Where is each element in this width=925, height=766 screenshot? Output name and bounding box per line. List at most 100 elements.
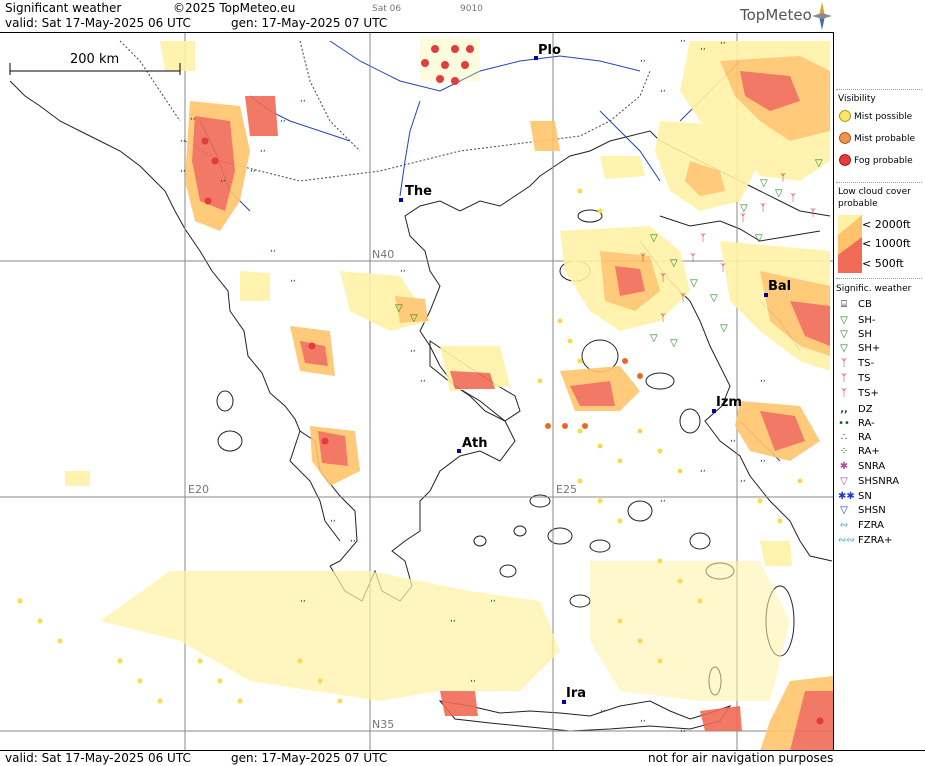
svg-text:,,: ,, <box>420 374 426 384</box>
legend-sh-light: SH- <box>858 315 876 326</box>
city-label-ira: Ira <box>566 686 587 701</box>
svg-text:,,: ,, <box>720 36 726 46</box>
header-bar: Significant weather ©2025 TopMeteo.eu va… <box>0 0 925 32</box>
svg-text:,,: ,, <box>470 674 476 684</box>
legend-ra: RA <box>858 432 872 443</box>
grid-label-n35: N35 <box>372 718 395 731</box>
legend-snra: SNRA <box>858 461 886 472</box>
legend-fzra-heavy: FZRA+ <box>858 535 893 546</box>
svg-text:▽: ▽ <box>670 338 678 349</box>
snow-rain-icon: ✱ <box>839 461 849 472</box>
city-marker-plo <box>534 56 538 60</box>
mist-probable-markers <box>545 358 643 429</box>
city-label-bal: Bal <box>768 279 792 294</box>
fog-probable-icon <box>839 154 851 166</box>
svg-text:ᛉ: ᛉ <box>700 233 706 244</box>
svg-text:ᛉ: ᛉ <box>640 253 646 264</box>
legend-dz: DZ <box>858 404 873 415</box>
legend-sh-heavy: SH+ <box>858 343 881 354</box>
svg-text:ᛉ: ᛉ <box>660 273 666 284</box>
shower-markers: ▽ ▽ ▽ ▽ ▽ ▽ ▽ ▽ ▽ ▽ ▽ ▽ ▽ ▽ <box>395 158 823 349</box>
snow-rain-shower-icon: ▽ <box>840 476 848 487</box>
drizzle-markers: ,,,,,, ,,,,,, ,,,,,, ,,,,,, ,,,,,, ,,,,,… <box>180 34 766 734</box>
rain-icon: ∴ <box>840 432 848 443</box>
low-cloud-legend-swatch <box>838 215 862 273</box>
legend-shsn: SHSN <box>858 505 886 516</box>
svg-text:,,: ,, <box>280 114 286 124</box>
svg-text:,,: ,, <box>450 614 456 624</box>
svg-text:,,: ,, <box>760 454 766 464</box>
low-cloud-areas <box>65 37 833 751</box>
svg-text:,,: ,, <box>700 464 706 474</box>
city-marker-izm <box>712 409 716 413</box>
city-marker-bal <box>764 293 768 297</box>
visibility-legend-icons <box>839 110 851 166</box>
svg-text:,,: ,, <box>330 514 336 524</box>
svg-text:ᛉ: ᛉ <box>810 208 816 219</box>
copyright-text: ©2025 TopMeteo.eu <box>173 1 296 15</box>
svg-text:,,: ,, <box>190 112 196 122</box>
city-label-plo: Plo <box>538 43 561 58</box>
legend-cb: CB <box>858 299 872 310</box>
svg-text:▽: ▽ <box>760 178 768 189</box>
svg-text:,,: ,, <box>700 42 706 52</box>
svg-text:ᛉ: ᛉ <box>690 253 696 264</box>
svg-text:▽: ▽ <box>690 278 698 289</box>
rain-light-icon: •• <box>838 418 850 429</box>
grid-label-e25: E25 <box>556 483 577 496</box>
svg-text:,,: ,, <box>400 264 406 274</box>
city-marker-the <box>399 198 403 202</box>
small-code-label: 9010 <box>460 4 483 14</box>
thunderstorm-markers: ᛉᛉᛉ ᛉᛉᛉ ᛉᛉᛉ ᛉᛉᛉ <box>640 173 816 324</box>
legend-cloud-2000: < 2000ft <box>862 218 911 231</box>
svg-text:,,: ,, <box>250 164 256 174</box>
legend-ts-heavy: TS+ <box>858 388 879 399</box>
svg-text:ᛉ: ᛉ <box>790 193 796 204</box>
svg-text:,,: ,, <box>180 164 186 174</box>
svg-text:,,: ,, <box>680 34 686 44</box>
valid-time: valid: Sat 17-May-2025 06 UTC <box>5 16 191 30</box>
svg-text:▽: ▽ <box>670 258 678 269</box>
shower-heavy-icon: ▽ <box>840 343 848 354</box>
legend-panel: Visibility Mist possible Mist probable F… <box>834 32 925 750</box>
footer-valid-time: valid: Sat 17-May-2025 06 UTC <box>5 751 191 765</box>
svg-text:,,: ,, <box>350 534 356 544</box>
legend-mist-possible: Mist possible <box>854 112 913 122</box>
svg-text:,,: ,, <box>680 724 686 734</box>
legend-ts: TS <box>858 373 871 384</box>
legend-ts-light: TS- <box>858 358 875 369</box>
scale-label: 200 km <box>70 52 120 67</box>
svg-text:▽: ▽ <box>740 203 748 214</box>
low-cloud-legend-title: Low cloud cover <box>838 187 911 197</box>
svg-text:ᛉ: ᛉ <box>780 173 786 184</box>
legend-fog-probable: Fog probable <box>854 156 913 166</box>
mist-probable-icon <box>839 132 851 144</box>
mist-possible-markers <box>17 188 803 704</box>
grid-label-n40: N40 <box>372 248 395 261</box>
city-marker-ira <box>562 700 566 704</box>
svg-text:,,: ,, <box>300 94 306 104</box>
legend-cloud-1000: < 1000ft <box>862 237 911 250</box>
snow-shower-icon: ▽ <box>840 505 848 516</box>
shower-light-icon: ▽ <box>840 315 848 326</box>
svg-text:,,: ,, <box>270 244 276 254</box>
svg-text:,,: ,, <box>730 434 736 444</box>
svg-text:,,: ,, <box>410 344 416 354</box>
low-cloud-legend-subtitle: probable <box>838 199 878 209</box>
svg-text:ᛉ: ᛉ <box>740 213 746 224</box>
svg-text:▽: ▽ <box>775 188 783 199</box>
svg-text:▽: ▽ <box>755 233 763 244</box>
svg-text:,,: ,, <box>490 594 496 604</box>
coastlines <box>9 40 833 732</box>
svg-text:ᛉ: ᛉ <box>680 293 686 304</box>
svg-text:,,: ,, <box>740 474 746 484</box>
svg-text:▽: ▽ <box>720 323 728 334</box>
legend-shsnra: SHSNRA <box>858 476 900 487</box>
city-label-izm: Izm <box>716 395 742 410</box>
legend-cloud-500: < 500ft <box>862 257 904 270</box>
svg-text:ᛉ: ᛉ <box>660 313 666 324</box>
mist-possible-icon <box>839 110 851 122</box>
city-label-ath: Ath <box>462 436 488 451</box>
city-label-the: The <box>405 184 432 199</box>
svg-text:▽: ▽ <box>395 303 403 314</box>
